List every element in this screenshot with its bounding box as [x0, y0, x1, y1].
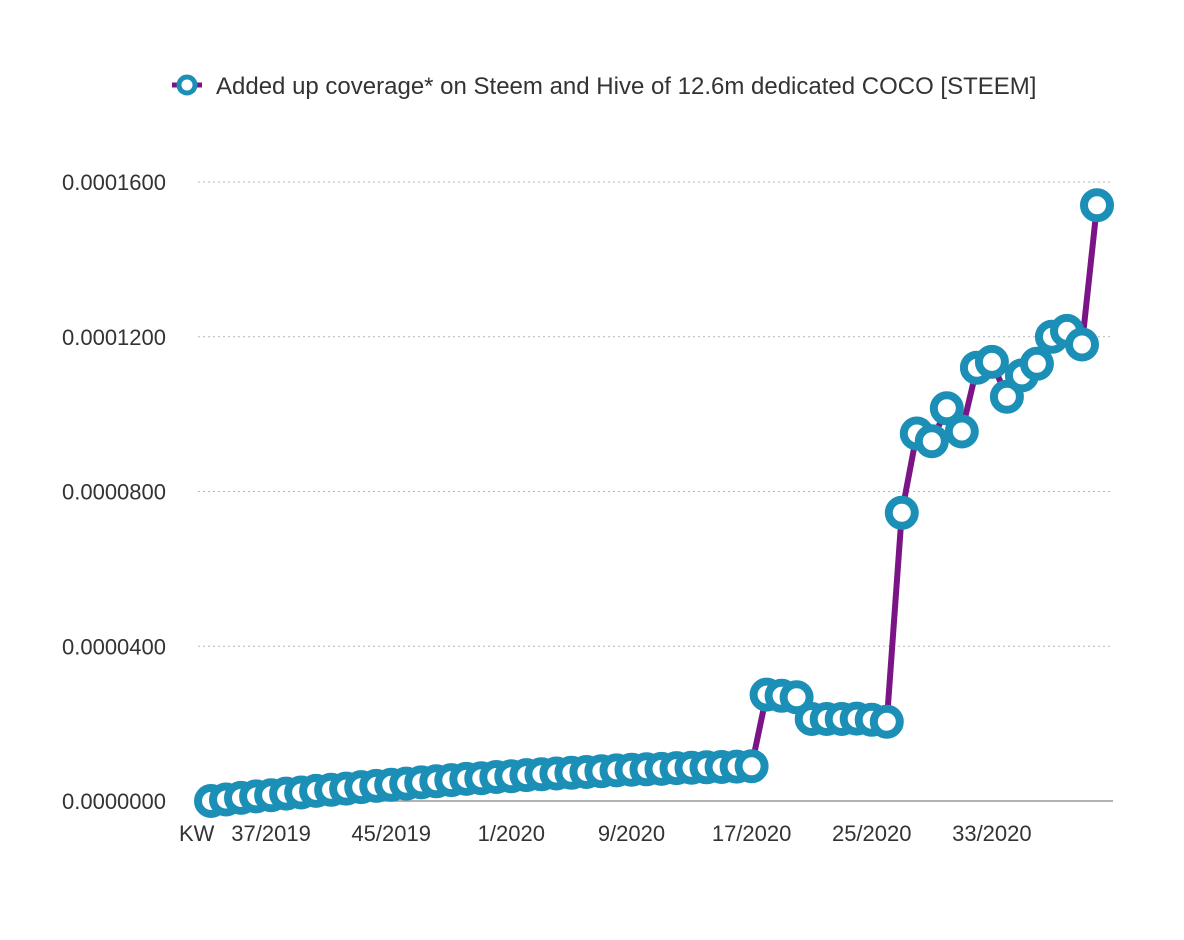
x-tick-label: 1/2020 [478, 821, 545, 846]
x-tick-label: 25/2020 [832, 821, 912, 846]
data-point-marker[interactable] [779, 680, 814, 715]
data-point-marker[interactable] [914, 424, 949, 459]
data-point-marker[interactable] [884, 495, 919, 530]
data-point-marker[interactable] [944, 414, 979, 449]
x-axis-label: KW [179, 821, 215, 846]
legend-label: Added up coverage* on Steem and Hive of … [216, 73, 1036, 100]
data-point-marker[interactable] [1019, 346, 1054, 381]
x-tick-label: 45/2019 [351, 821, 431, 846]
data-point-marker[interactable] [869, 704, 904, 739]
data-point-marker[interactable] [929, 391, 964, 426]
data-point-marker[interactable] [1080, 188, 1114, 223]
x-tick-label: 9/2020 [598, 821, 665, 846]
gridlines [198, 181, 1113, 647]
y-tick-label: 0.0000000 [62, 789, 166, 814]
y-tick-label: 0.0001600 [62, 170, 166, 195]
y-tick-label: 0.0001200 [62, 325, 166, 350]
series-line [210, 204, 1100, 804]
series-markers [194, 188, 1114, 818]
data-point-marker[interactable] [734, 749, 769, 784]
y-axis-ticks: 0.0000000 0.0000400 0.0000800 0.0001200 0.00… [62, 170, 166, 814]
x-tick-label: 37/2019 [231, 821, 311, 846]
data-point-marker[interactable] [989, 379, 1024, 414]
y-tick-label: 0.0000400 [62, 634, 166, 659]
x-tick-label: 33/2020 [952, 821, 1032, 846]
data-point-marker[interactable] [1065, 327, 1099, 362]
data-point-marker[interactable] [974, 344, 1009, 379]
legend[interactable]: Added up coverage* on Steem and Hive of … [172, 73, 1036, 100]
x-tick-label: 17/2020 [712, 821, 792, 846]
x-axis-ticks: KW 37/2019 45/2019 1/2020 9/2020 17/2020 25/2… [179, 821, 1032, 846]
y-tick-label: 0.0000800 [62, 480, 166, 505]
legend-marker-swatch [176, 74, 198, 96]
